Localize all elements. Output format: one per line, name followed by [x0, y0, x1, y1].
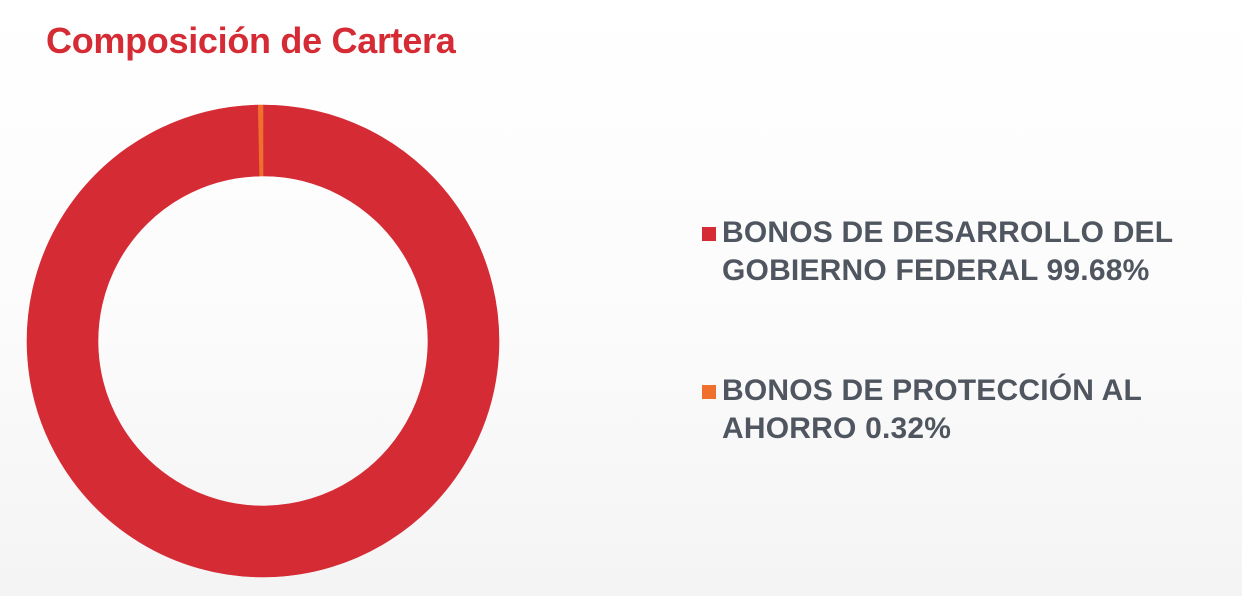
donut-slice-bonos-desarrollo [26, 104, 500, 578]
legend-swatch-bonos-desarrollo [702, 227, 716, 241]
legend-swatch-bonos-proteccion [702, 385, 716, 399]
donut-slice-bonos-proteccion [257, 104, 264, 177]
chart-legend: BONOS DE DESARROLLO DEL GOBIERNO FEDERAL… [702, 214, 1222, 448]
legend-item-bonos-desarrollo: BONOS DE DESARROLLO DEL GOBIERNO FEDERAL… [702, 214, 1222, 290]
legend-label-bonos-desarrollo: BONOS DE DESARROLLO DEL GOBIERNO FEDERAL… [722, 216, 1173, 287]
legend-label-bonos-proteccion: BONOS DE PROTECCIÓN AL AHORRO 0.32% [722, 374, 1142, 445]
legend-item-bonos-proteccion: BONOS DE PROTECCIÓN AL AHORRO 0.32% [702, 372, 1222, 448]
page-title: Composición de Cartera [46, 20, 456, 61]
